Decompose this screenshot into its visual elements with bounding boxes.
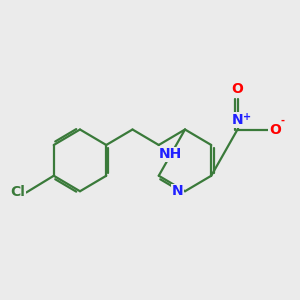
- Text: Cl: Cl: [10, 185, 25, 200]
- Text: NH: NH: [159, 148, 182, 161]
- Text: +: +: [243, 112, 251, 122]
- Text: O: O: [232, 82, 243, 96]
- Text: O: O: [269, 122, 280, 136]
- Text: -: -: [280, 116, 284, 126]
- Text: N: N: [232, 113, 243, 127]
- Text: N: N: [172, 184, 184, 198]
